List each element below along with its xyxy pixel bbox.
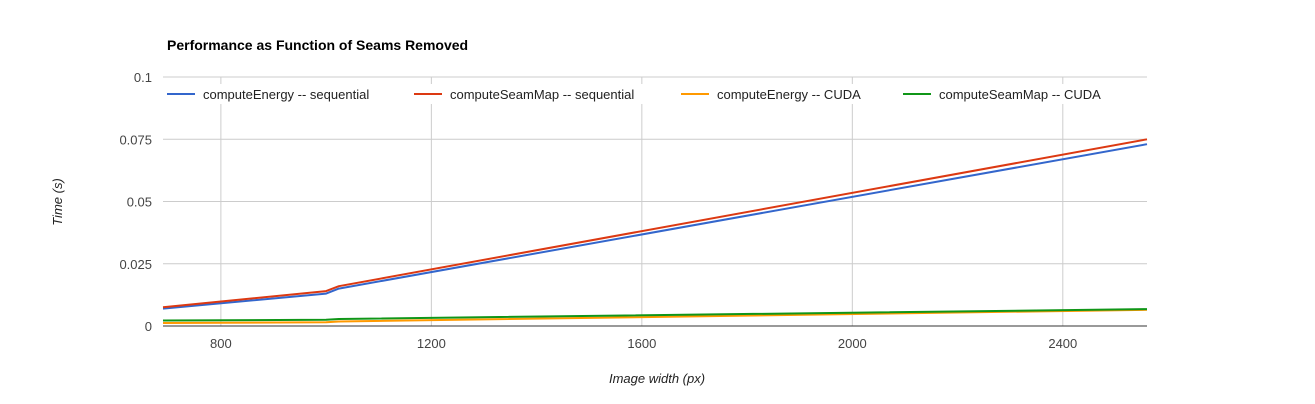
grid-lines [163,76,1147,327]
legend-background [163,84,1147,104]
y-tick-label: 0.075 [119,132,152,147]
y-tick-label: 0.1 [134,70,152,85]
legend-entry: computeSeamMap -- sequential [450,87,634,102]
y-tick-label: 0 [145,319,152,334]
series-lines [162,138,1148,324]
chart-title: Performance as Function of Seams Removed [167,37,468,53]
series-line [162,308,1148,322]
x-axis-ticks: 800 1200 1600 2000 2400 [210,336,1077,351]
y-tick-label: 0.05 [127,195,152,210]
x-tick-label: 2000 [838,336,867,351]
y-axis-label: Time (s) [50,178,65,226]
y-axis-ticks: 0 0.025 0.05 0.075 0.1 [119,70,152,334]
series-line [162,143,1148,310]
x-axis-label: Image width (px) [609,371,705,386]
series-line [162,308,1148,324]
legend-entry: computeEnergy -- CUDA [717,87,861,102]
legend: computeEnergy -- sequential computeSeamMa… [163,84,1147,104]
y-tick-label: 0.025 [119,257,152,272]
legend-entry: computeEnergy -- sequential [203,87,369,102]
x-tick-label: 1600 [627,336,656,351]
x-tick-label: 2400 [1048,336,1077,351]
x-tick-label: 800 [210,336,232,351]
x-tick-label: 1200 [417,336,446,351]
series-line [162,138,1148,309]
legend-entry: computeSeamMap -- CUDA [939,87,1101,102]
